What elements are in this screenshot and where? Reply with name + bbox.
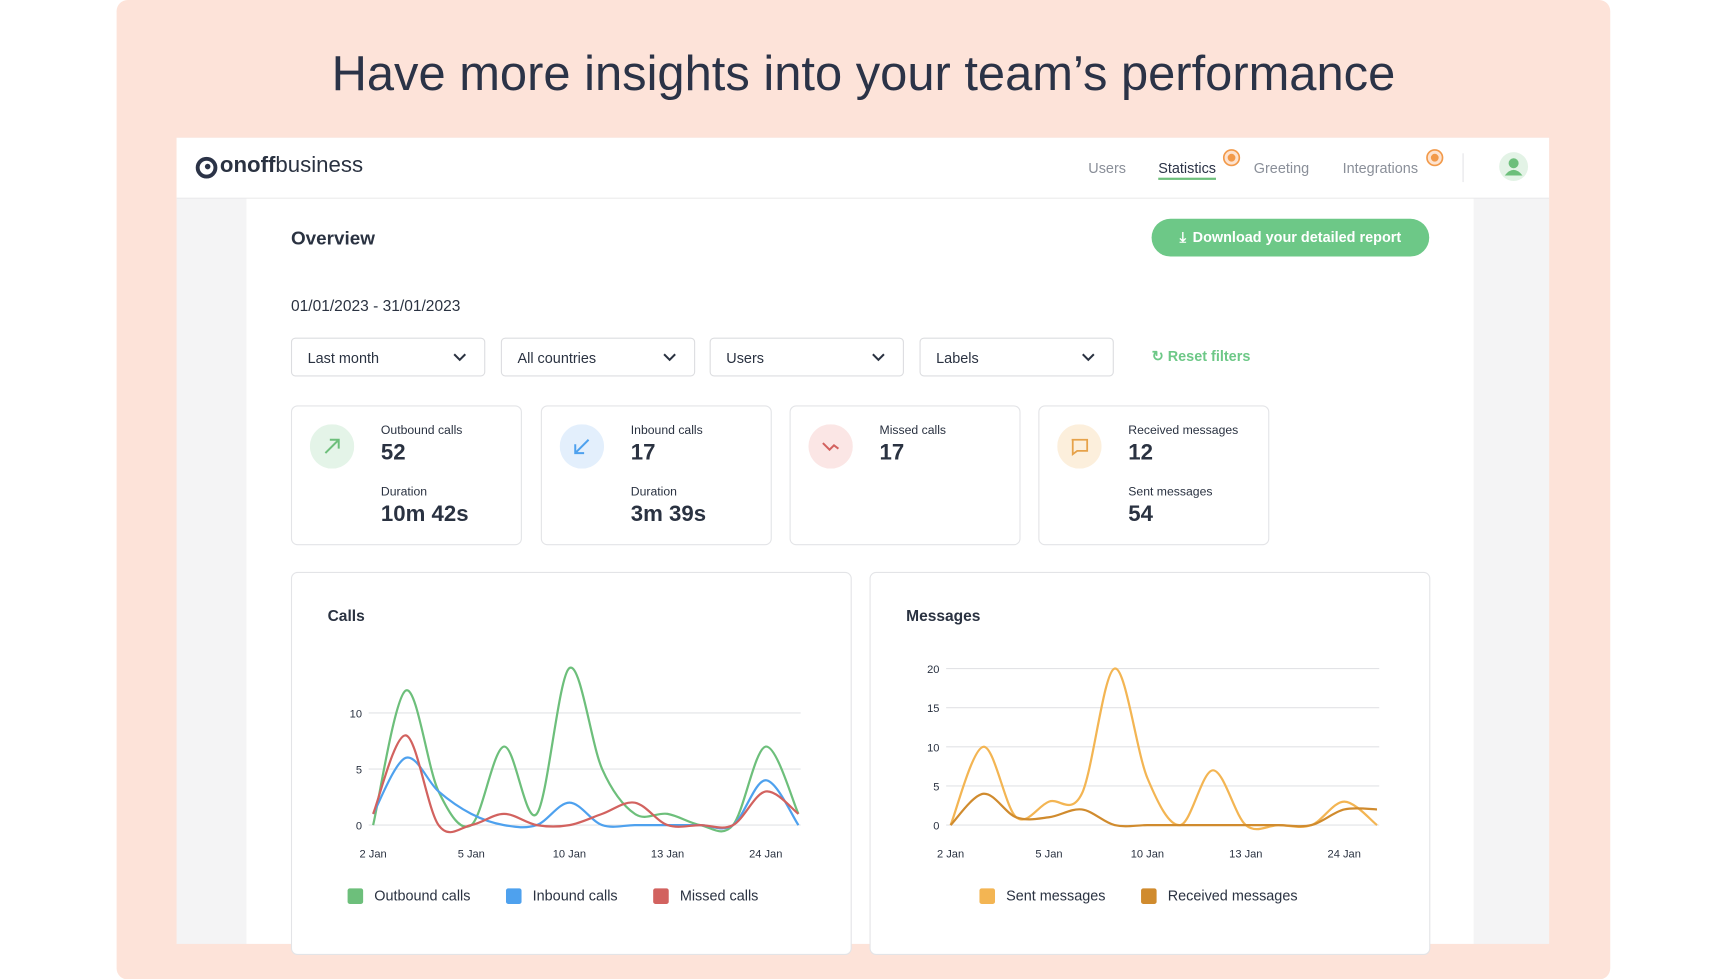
- filter-dropdown[interactable]: All countries: [500, 337, 696, 377]
- date-range: 01/01/2023 - 31/01/2023: [290, 296, 461, 315]
- chart: Messages 0 5 10 15 20 2 Jan 5 Jan 10 Jan 13 Jan 24…: [906, 608, 1380, 905]
- card-value: 17: [630, 440, 656, 466]
- card-value: 17: [879, 440, 905, 466]
- card-sub-value: 10m 42s: [380, 501, 469, 527]
- x-tick-label: 5 Jan: [458, 848, 485, 860]
- legend-label: Received messages: [1168, 889, 1298, 905]
- y-tick-label: 0: [933, 821, 939, 833]
- reset-filters[interactable]: ↻ Reset filters: [1151, 347, 1251, 365]
- chevron: [453, 353, 467, 362]
- data-line: [372, 756, 800, 830]
- chevron: [872, 353, 885, 362]
- card-value: 52: [380, 440, 406, 466]
- legend-label: Outbound calls: [374, 889, 470, 905]
- y-tick-label: 0: [356, 821, 362, 833]
- x-tick-label: 13 Jan: [651, 848, 684, 860]
- filter-dropdown[interactable]: Last month: [290, 337, 486, 377]
- chevron: [663, 353, 676, 362]
- legend-swatch: [1141, 888, 1157, 904]
- card-icon: [1057, 424, 1102, 469]
- chart-title: Calls: [328, 608, 365, 625]
- card-sub-value: 3m 39s: [630, 501, 707, 527]
- data-line: [372, 666, 800, 833]
- x-tick-label: 5 Jan: [1035, 848, 1062, 860]
- y-tick-label: 15: [927, 703, 939, 715]
- legend-label: Missed calls: [680, 889, 759, 905]
- chart: Calls 0 5 10 2 Jan 5 Jan 10 Jan 13 Jan 24 Jan Out…: [328, 608, 801, 905]
- download-label: Download your detailed report: [1192, 228, 1402, 246]
- logo-icon: [195, 156, 218, 179]
- filter-label: All countries: [517, 349, 597, 367]
- avatar[interactable]: [1498, 151, 1529, 182]
- filter-dropdown[interactable]: Labels: [919, 337, 1114, 377]
- x-tick-label: 2 Jan: [937, 848, 964, 860]
- y-tick-label: 20: [927, 664, 939, 676]
- legend-label: Inbound calls: [533, 889, 618, 905]
- x-tick-label: 10 Jan: [1131, 848, 1164, 860]
- card-label: Inbound calls: [630, 424, 703, 438]
- legend-label: Sent messages: [1006, 889, 1105, 905]
- brand: onoffbusiness: [220, 153, 363, 179]
- brand-suffix: business: [275, 153, 364, 178]
- card-label: Missed calls: [879, 424, 947, 438]
- card-sub-value: 54: [1128, 501, 1153, 527]
- card-sub-label: Duration: [380, 485, 428, 499]
- legend-swatch: [505, 888, 522, 904]
- filter-label: Labels: [936, 349, 979, 367]
- y-tick-label: 10: [927, 742, 939, 754]
- nav-item[interactable]: Integrations: [1342, 159, 1419, 177]
- x-tick-label: 10 Jan: [553, 848, 586, 860]
- data-line: [372, 734, 800, 834]
- legend-swatch: [979, 888, 996, 904]
- filter-dropdown[interactable]: Users: [709, 337, 904, 377]
- stat-card: Received messages 12 Sent messages 54: [1038, 405, 1270, 546]
- legend-swatch: [347, 888, 364, 904]
- x-tick-label: 2 Jan: [360, 848, 387, 860]
- notification-dot: [1426, 149, 1444, 167]
- data-line: [949, 792, 1378, 828]
- card-icon: [309, 424, 355, 469]
- stat-card: Outbound calls 52 Duration 10m 42s: [290, 405, 522, 546]
- reset-label: Reset filters: [1167, 347, 1251, 365]
- section-title: Overview: [290, 227, 375, 249]
- headline: Have more insights into your team’s perf…: [331, 46, 1396, 102]
- filter-label: Users: [726, 349, 764, 367]
- chart-title: Messages: [906, 608, 980, 625]
- card-label: Received messages: [1128, 424, 1239, 438]
- header: onoffbusiness Users Statistics Greeting …: [176, 137, 1550, 199]
- download-button[interactable]: ⤓ Download your detailed report: [1151, 218, 1430, 257]
- y-tick-label: 10: [350, 708, 362, 720]
- nav-item[interactable]: Users: [1088, 159, 1126, 177]
- card-sub-label: Duration: [630, 485, 677, 499]
- card-icon: [808, 424, 853, 469]
- notification-dot: [1222, 149, 1241, 167]
- y-tick-label: 5: [933, 781, 939, 793]
- x-tick-label: 24 Jan: [749, 848, 782, 860]
- card-icon: [559, 424, 605, 469]
- x-tick-label: 13 Jan: [1229, 848, 1262, 860]
- card-label: Outbound calls: [380, 424, 463, 438]
- nav-item-active[interactable]: Statistics: [1158, 160, 1217, 180]
- stat-card: Missed calls 17: [789, 405, 1021, 546]
- data-line: [949, 667, 1378, 831]
- chevron: [1082, 353, 1095, 362]
- legend-swatch: [653, 888, 669, 904]
- y-tick-label: 5: [356, 764, 362, 776]
- brand-name: onoff: [219, 153, 276, 178]
- x-tick-label: 24 Jan: [1328, 848, 1361, 860]
- divider: [1462, 153, 1464, 183]
- stat-card: Inbound calls 17 Duration 3m 39s: [540, 405, 772, 546]
- card-sub-label: Sent messages: [1128, 485, 1213, 499]
- nav-item[interactable]: Greeting: [1253, 159, 1310, 177]
- card-value: 12: [1128, 440, 1153, 466]
- filter-label: Last month: [307, 349, 380, 367]
